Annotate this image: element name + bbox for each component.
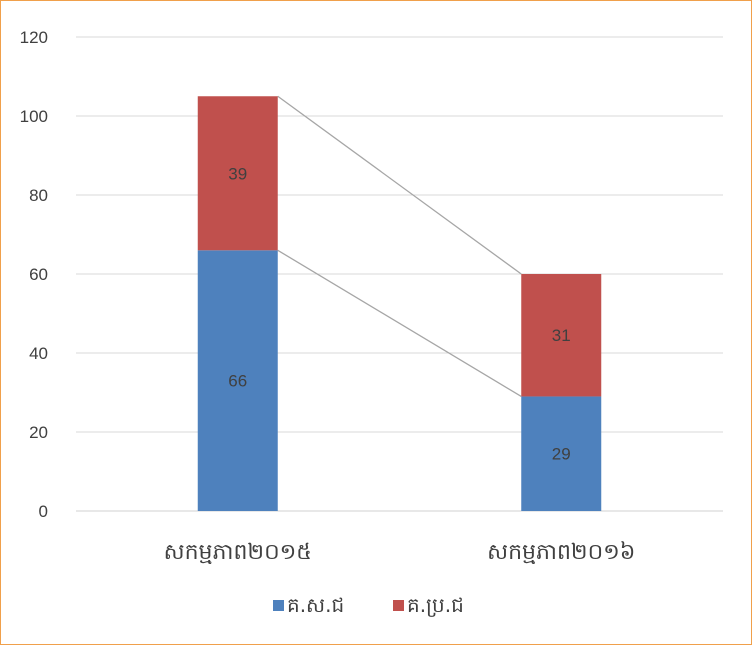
y-tick-label: 20 — [29, 423, 48, 442]
bar-segment — [197, 96, 278, 251]
series-line — [277, 95, 522, 275]
legend: គ.ស.ជ គ.ប្រ.ជ — [273, 593, 464, 617]
y-tick-label: 80 — [29, 186, 48, 205]
legend-swatch — [393, 600, 404, 611]
bar-segment — [521, 396, 602, 511]
y-tick-label: 0 — [39, 502, 48, 521]
bars — [197, 96, 602, 512]
data-labels: 66 39 29 31 — [228, 164, 570, 463]
bar-segment — [197, 250, 278, 512]
y-tick-label: 100 — [20, 107, 48, 126]
y-axis-ticks: 0 20 40 60 80 100 120 — [20, 28, 48, 521]
x-category-label: សកម្មភាព២០១៦ — [487, 540, 635, 565]
x-category-label: សកម្មភាព២០១៥ — [164, 540, 312, 565]
legend-label: គ.ស.ជ — [287, 593, 344, 617]
data-label: 66 — [228, 372, 247, 391]
x-axis-categories: សកម្មភាព២០១៥ សកម្មភាព២០១៦ — [164, 540, 636, 565]
y-tick-label: 120 — [20, 28, 48, 47]
data-label: 29 — [552, 445, 571, 464]
series-line — [277, 249, 522, 398]
bar-segment — [521, 274, 602, 397]
gridlines — [76, 36, 723, 512]
data-label: 31 — [552, 326, 571, 345]
y-tick-label: 60 — [29, 265, 48, 284]
legend-swatch — [273, 600, 284, 611]
legend-label: គ.ប្រ.ជ — [407, 593, 464, 617]
series-lines — [277, 95, 522, 398]
y-tick-label: 40 — [29, 344, 48, 363]
data-label: 39 — [228, 164, 247, 183]
